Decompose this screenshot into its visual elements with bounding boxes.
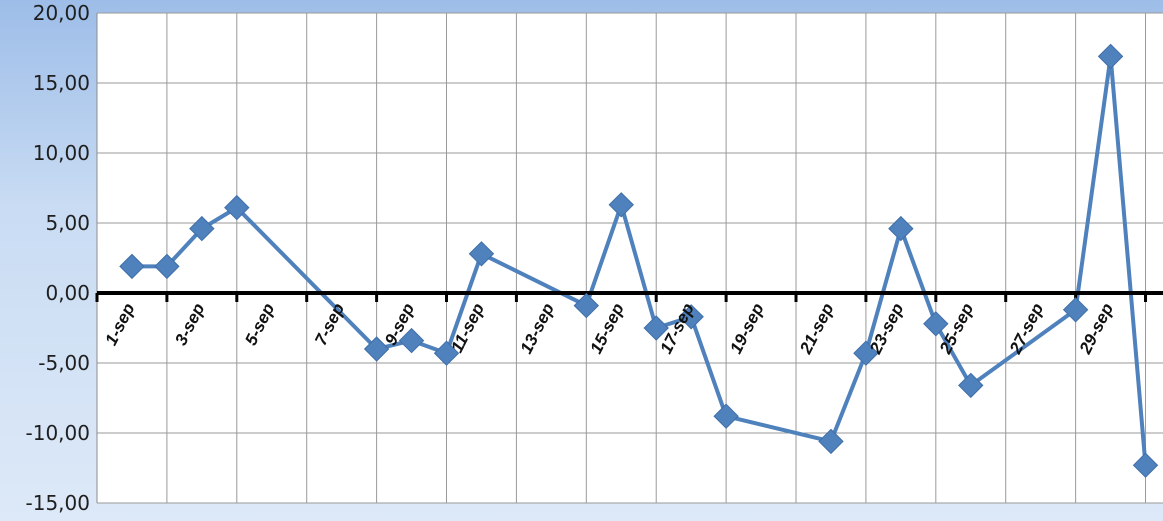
y-tick-label: -10,00 xyxy=(26,421,90,445)
y-tick-label: -15,00 xyxy=(26,491,90,515)
zero-axis xyxy=(95,291,1163,302)
data-point-marker xyxy=(363,336,390,362)
data-point-marker xyxy=(958,372,984,399)
y-tick-label: -5,00 xyxy=(38,351,90,375)
data-point-marker xyxy=(608,192,634,218)
data-point-marker xyxy=(1062,297,1089,323)
data-point-marker xyxy=(573,292,600,319)
data-point-marker xyxy=(189,215,215,242)
data-point-marker xyxy=(1132,452,1159,478)
y-tick-label: 0,00 xyxy=(45,281,90,305)
gridlines xyxy=(96,12,1163,504)
data-point-marker xyxy=(154,253,180,280)
data-point-marker xyxy=(433,340,460,366)
data-point-marker xyxy=(1097,43,1124,70)
y-tick-label: 15,00 xyxy=(33,71,90,95)
data-point-marker xyxy=(678,304,704,330)
data-point-marker xyxy=(853,340,879,366)
y-axis-tick-labels: 20,00 15,00 10,00 5,00 0,00 -5,00 -10,00 -15,00 xyxy=(26,1,90,515)
data-point-marker xyxy=(398,327,425,354)
plot-area xyxy=(97,13,1163,503)
data-point-marker xyxy=(119,253,145,280)
data-point-marker xyxy=(818,428,844,455)
data-point-marker xyxy=(713,403,739,429)
y-tick-label: 10,00 xyxy=(33,141,90,165)
data-point-marker xyxy=(888,215,914,242)
y-tick-label: 20,00 xyxy=(33,1,90,25)
y-tick-label: 5,00 xyxy=(45,211,90,235)
data-point-marker xyxy=(224,194,250,221)
data-markers xyxy=(119,43,1159,478)
data-point-marker xyxy=(468,241,495,267)
data-point-marker xyxy=(643,315,669,341)
data-point-marker xyxy=(923,311,949,337)
